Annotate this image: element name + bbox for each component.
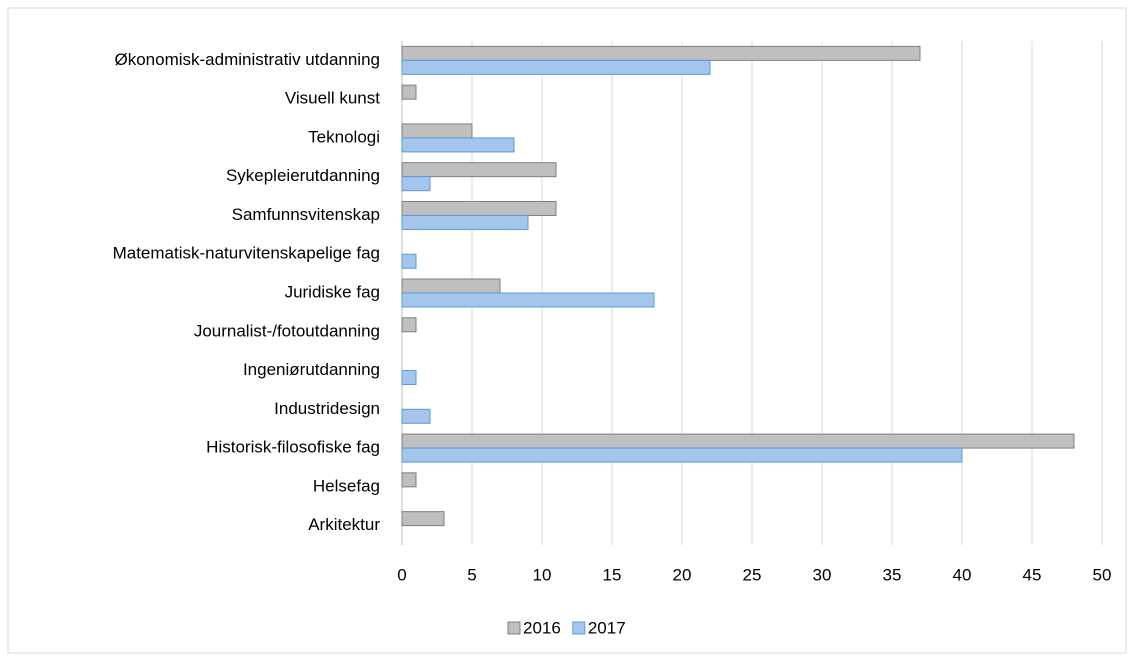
- x-tick-label: 20: [673, 565, 692, 584]
- y-tick-label: Industridesign: [274, 399, 380, 418]
- y-tick-label: Samfunnsvitenskap: [232, 205, 380, 224]
- bar: [401, 59, 711, 75]
- legend-label: 2017: [588, 618, 626, 637]
- bar: [401, 472, 417, 488]
- x-tick-label: 15: [603, 565, 622, 584]
- bar: [401, 433, 1075, 449]
- chart-frame: [7, 7, 1127, 654]
- y-tick-label: Matematisk-naturvitenskapelige fag: [113, 244, 380, 263]
- y-tick-label: Økonomisk-administrativ utdanning: [114, 50, 380, 69]
- y-tick-label: Historisk-filosofiske fag: [206, 438, 380, 457]
- x-tick-label: 25: [743, 565, 762, 584]
- bar: [401, 123, 473, 139]
- bar: [401, 511, 445, 527]
- x-tick-label: 45: [1023, 565, 1042, 584]
- x-tick-label: 50: [1093, 565, 1112, 584]
- bar: [401, 317, 417, 333]
- legend-swatch: [507, 621, 521, 635]
- bar: [401, 370, 417, 386]
- x-tick-label: 10: [533, 565, 552, 584]
- y-tick-label: Teknologi: [308, 127, 380, 146]
- y-tick-label: Ingeniørutdanning: [243, 360, 380, 379]
- y-tick-label: Visuell kunst: [285, 89, 380, 108]
- bar: [401, 84, 417, 100]
- x-tick-label: 40: [953, 565, 972, 584]
- x-tick-label: 30: [813, 565, 832, 584]
- bar: [401, 45, 921, 61]
- bar: [401, 200, 557, 216]
- y-tick-label: Juridiske fag: [285, 282, 380, 301]
- x-tick-label: 5: [467, 565, 476, 584]
- y-tick-label: Sykepleierutdanning: [226, 166, 380, 185]
- x-tick-label: 0: [397, 565, 406, 584]
- bar: [401, 292, 655, 308]
- bar: [401, 253, 417, 269]
- legend-swatch: [572, 621, 586, 635]
- y-tick-label: Journalist-/fotoutdanning: [194, 321, 380, 340]
- x-tick-label: 35: [883, 565, 902, 584]
- bar: [401, 137, 515, 153]
- bar: [401, 214, 529, 230]
- y-tick-label: Helsefag: [313, 476, 380, 495]
- bar: [401, 176, 431, 192]
- bar: [401, 408, 431, 424]
- bar: [401, 447, 963, 463]
- bar: [401, 278, 501, 294]
- y-tick-label: Arkitektur: [308, 515, 380, 534]
- bar: [401, 162, 557, 178]
- legend-label: 2016: [523, 618, 561, 637]
